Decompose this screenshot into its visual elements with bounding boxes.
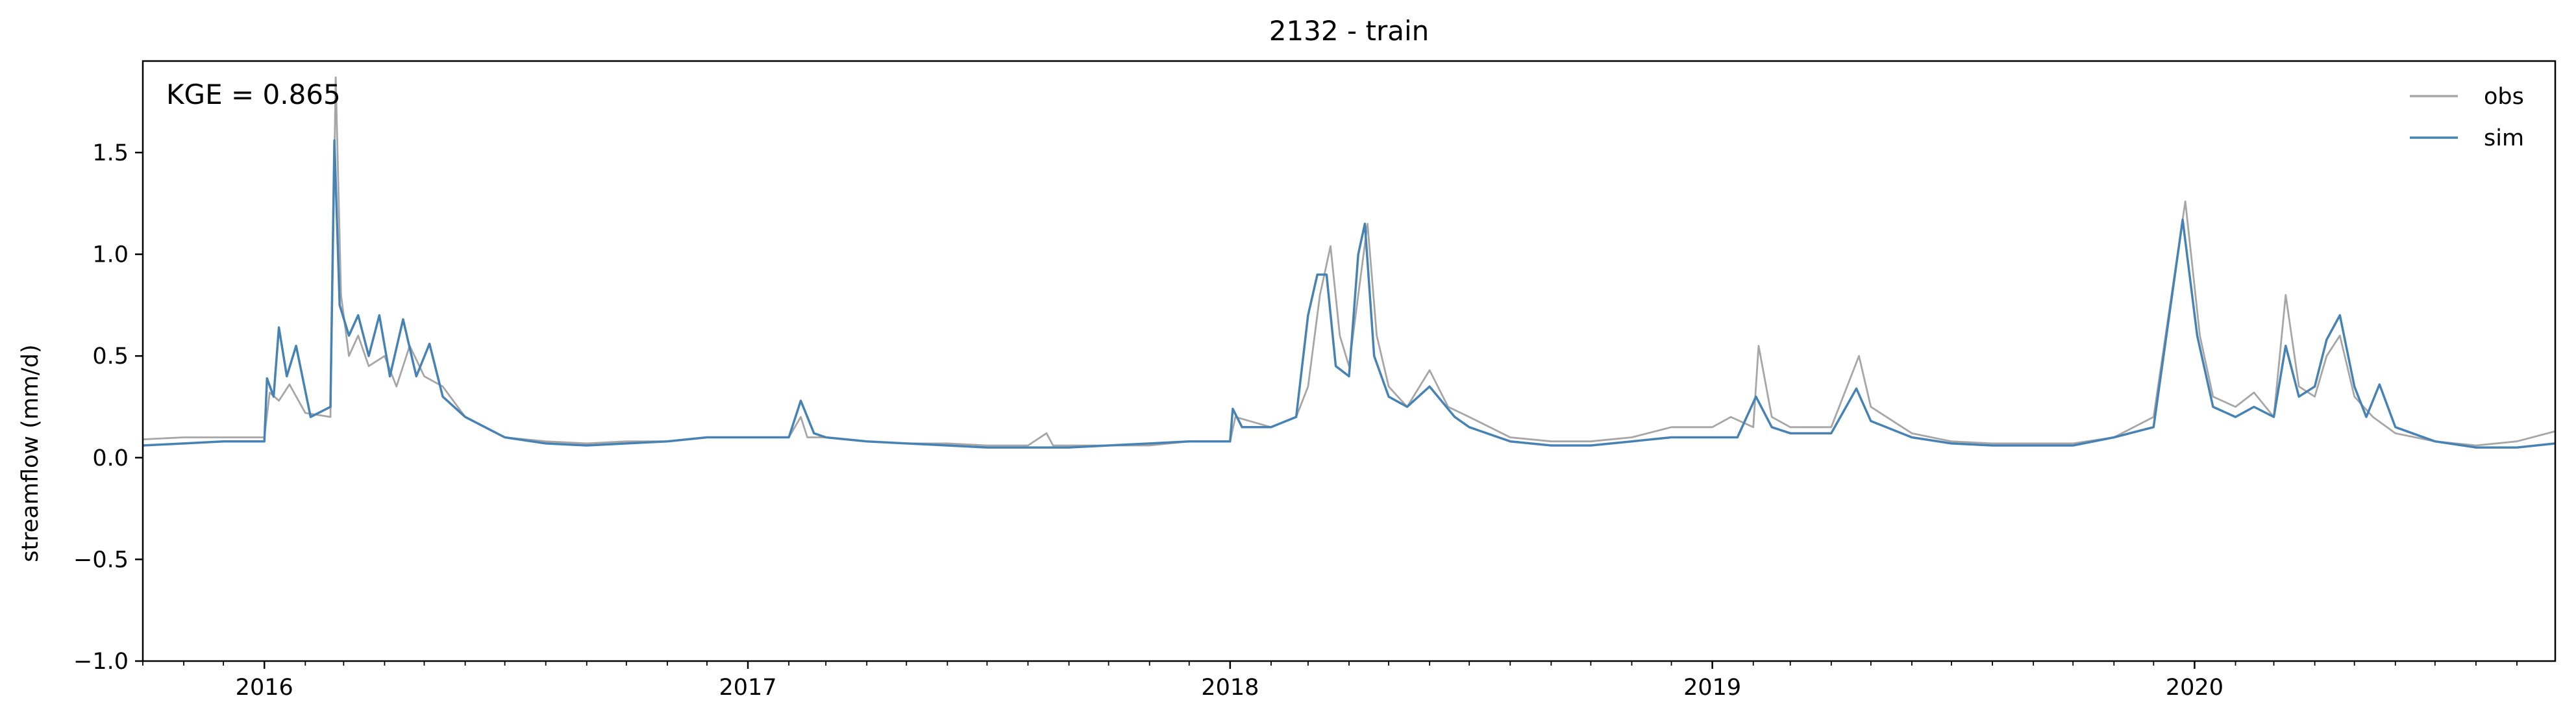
chart-title: 2132 - train xyxy=(1269,15,1430,47)
x-tick-label: 2017 xyxy=(719,675,777,701)
x-tick-label: 2018 xyxy=(1201,675,1259,701)
y-tick-label: 0.5 xyxy=(92,344,129,369)
plot-frame xyxy=(142,60,2557,662)
y-axis-ticks: −1.0 −0.5 0.0 0.5 1.0 1.5 xyxy=(73,140,143,675)
y-tick-label: 1.5 xyxy=(92,140,129,166)
legend-label-obs: obs xyxy=(2484,84,2524,110)
plot-area: −1.0 −0.5 0.0 0.5 1.0 1.5 2016 2017 2018 2019 202… xyxy=(73,60,2557,701)
series-line-sim xyxy=(142,139,2556,449)
legend: obs sim xyxy=(2410,84,2524,151)
y-tick-label: 0.0 xyxy=(92,445,129,471)
series-layer xyxy=(142,76,2556,449)
y-tick-label: −1.0 xyxy=(73,649,129,675)
legend-label-sim: sim xyxy=(2484,125,2524,151)
x-tick-label: 2020 xyxy=(2166,675,2223,701)
series-line-obs xyxy=(142,76,2556,447)
y-axis-label: streamflow (mm/d) xyxy=(18,344,43,562)
y-tick-label: −0.5 xyxy=(73,547,129,573)
x-axis-ticks: 2016 2017 2018 2019 2020 xyxy=(142,661,2518,701)
x-tick-label: 2019 xyxy=(1683,675,1741,701)
y-tick-label: 1.0 xyxy=(92,242,129,268)
kge-annotation: KGE = 0.865 xyxy=(166,79,341,110)
x-tick-label: 2016 xyxy=(236,675,293,701)
